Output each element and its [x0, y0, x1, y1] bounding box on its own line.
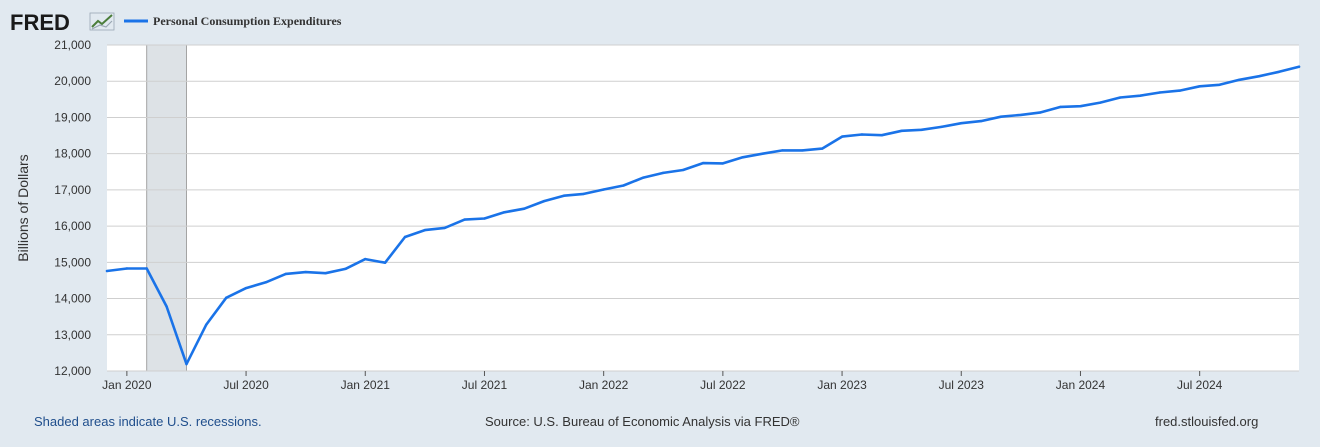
plot-area [107, 45, 1299, 371]
data-point[interactable] [423, 228, 427, 232]
x-tick-label: Jul 2020 [223, 378, 269, 392]
data-point[interactable] [324, 272, 327, 275]
x-tick-label: Jul 2021 [462, 378, 508, 392]
data-point[interactable] [1238, 78, 1241, 81]
grid-layer [107, 44, 1299, 372]
data-point[interactable] [364, 257, 367, 261]
data-point[interactable] [165, 305, 168, 308]
y-tick-label: 17,000 [54, 183, 91, 197]
data-point[interactable] [701, 161, 705, 165]
data-point[interactable] [1277, 70, 1281, 74]
data-point[interactable] [642, 176, 645, 179]
data-point[interactable] [1138, 94, 1142, 97]
legend-label[interactable]: Personal Consumption Expenditures [153, 14, 342, 28]
data-point[interactable] [1218, 83, 1221, 87]
data-point[interactable] [1119, 96, 1122, 99]
data-point[interactable] [860, 133, 864, 136]
y-tick-label: 18,000 [54, 147, 91, 161]
y-tick-label: 20,000 [54, 74, 91, 88]
site-link[interactable]: fred.stlouisfed.org [1155, 414, 1259, 429]
x-tick-label: Jan 2023 [817, 378, 867, 392]
data-point[interactable] [383, 261, 387, 264]
data-point[interactable] [821, 147, 824, 150]
data-point[interactable] [1158, 91, 1162, 94]
data-point[interactable] [681, 168, 685, 172]
series-layer[interactable] [105, 65, 1301, 366]
data-point[interactable] [284, 272, 287, 276]
data-point[interactable] [542, 199, 546, 203]
y-tick-label: 12,000 [54, 364, 91, 378]
recession-band [146, 44, 187, 372]
x-tick-label: Jul 2024 [1177, 378, 1223, 392]
data-point[interactable] [801, 149, 804, 152]
y-tick-label: 16,000 [54, 219, 91, 233]
data-point[interactable] [185, 362, 188, 366]
x-axis: Jan 2020 Jul 2020 Jan 2021 Jul 2021 Jan 2022… [102, 371, 1223, 392]
y-axis-title: Billions of Dollars [15, 154, 31, 261]
source-note: Source: U.S. Bureau of Economic Analysis… [485, 414, 800, 429]
data-point[interactable] [999, 115, 1003, 118]
data-point[interactable] [503, 211, 506, 214]
data-point[interactable] [483, 217, 486, 220]
recession-note: Shaded areas indicate U.S. recessions. [34, 414, 262, 429]
y-tick-label: 14,000 [54, 292, 91, 306]
data-point[interactable] [1178, 89, 1182, 92]
x-tick-label: Jan 2021 [341, 378, 391, 392]
data-point[interactable] [622, 184, 625, 187]
data-point[interactable] [900, 129, 903, 133]
data-point[interactable] [940, 125, 943, 129]
data-point[interactable] [304, 270, 307, 274]
data-point[interactable] [145, 267, 148, 270]
data-point[interactable] [1019, 113, 1023, 117]
x-tick-label: Jul 2023 [939, 378, 985, 392]
data-point[interactable] [1059, 105, 1062, 109]
x-tick-label: Jul 2022 [700, 378, 746, 392]
x-tick-label: Jan 2022 [579, 378, 629, 392]
data-point[interactable] [960, 122, 963, 125]
data-point[interactable] [1297, 65, 1301, 68]
data-point[interactable] [1099, 101, 1102, 104]
data-point[interactable] [264, 281, 268, 284]
data-point[interactable] [781, 149, 784, 152]
data-point[interactable] [244, 286, 248, 290]
data-point[interactable] [741, 156, 744, 159]
data-point[interactable] [840, 135, 844, 138]
data-point[interactable] [403, 235, 407, 239]
data-point[interactable] [602, 188, 605, 191]
data-point[interactable] [880, 133, 883, 137]
data-point[interactable] [761, 152, 764, 155]
y-tick-label: 15,000 [54, 255, 91, 269]
x-tick-label: Jan 2020 [102, 378, 152, 392]
line-chart-icon[interactable] [89, 12, 115, 31]
data-point[interactable] [1039, 111, 1042, 114]
data-point[interactable] [125, 267, 129, 270]
data-point[interactable] [582, 192, 585, 196]
data-point[interactable] [562, 194, 566, 197]
data-point[interactable] [463, 218, 466, 221]
data-point[interactable] [1258, 74, 1261, 78]
data-point[interactable] [979, 119, 983, 123]
data-point[interactable] [344, 267, 347, 271]
data-point[interactable] [920, 128, 923, 131]
data-point[interactable] [662, 171, 665, 175]
data-point[interactable] [105, 269, 109, 273]
fred-logo[interactable]: FRED [10, 10, 70, 35]
y-tick-label: 13,000 [54, 328, 91, 342]
data-point[interactable] [443, 226, 446, 230]
y-tick-label: 19,000 [54, 110, 91, 124]
y-tick-label: 21,000 [54, 38, 91, 52]
x-tick-label: Jan 2024 [1056, 378, 1106, 392]
recession-layer [146, 44, 187, 372]
data-point[interactable] [1198, 85, 1201, 88]
data-point[interactable] [721, 162, 725, 165]
data-point[interactable] [523, 207, 526, 210]
data-point[interactable] [1079, 105, 1082, 108]
y-axis: 12,000 13,000 14,000 15,000 16,000 17,000 18,0… [54, 38, 91, 378]
data-point[interactable] [205, 323, 208, 326]
data-point[interactable] [225, 296, 228, 300]
